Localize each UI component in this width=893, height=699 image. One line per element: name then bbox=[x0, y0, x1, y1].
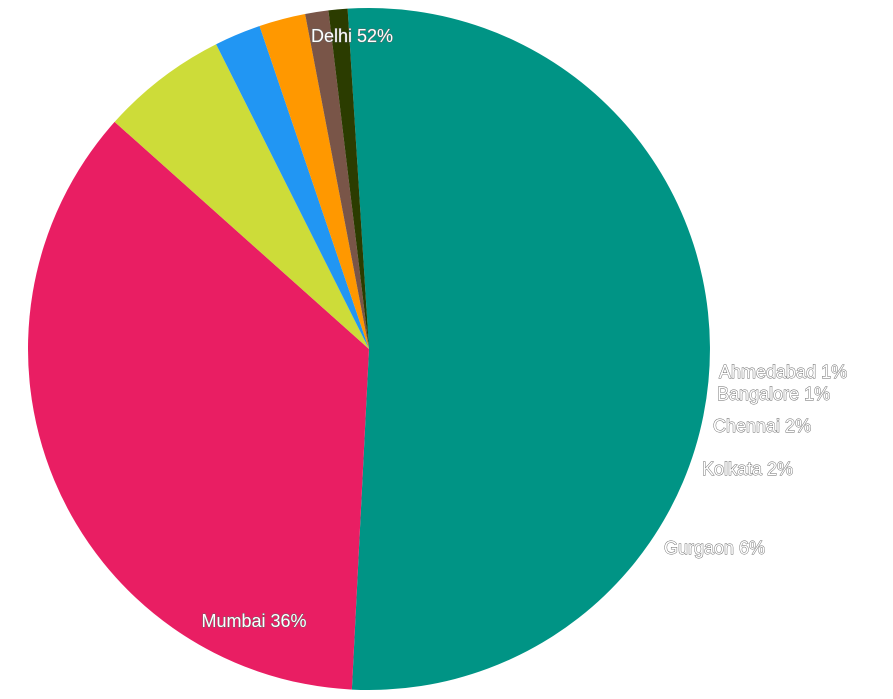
pie-slice-ahmedabad bbox=[328, 8, 369, 349]
pie-slice-kolkata bbox=[216, 26, 369, 349]
slice-label-delhi: Delhi 52% bbox=[311, 26, 393, 46]
pie-labels: Delhi 52% Mumbai 36% Gurgaon 6% Kolkata … bbox=[201, 26, 848, 632]
slice-label-bangalore: Bangalore 1% bbox=[717, 384, 830, 404]
slice-label-ahmedabad: Ahmedabad 1% bbox=[719, 362, 847, 382]
pie-slice-bangalore bbox=[305, 10, 369, 350]
slice-label-gurgaon: Gurgaon 6% bbox=[664, 538, 765, 558]
pie-slice-chennai bbox=[259, 14, 369, 349]
slice-label-kolkata: Kolkata 2% bbox=[702, 459, 793, 479]
pie-slice-delhi bbox=[347, 7, 710, 690]
pie-slice-gurgaon bbox=[114, 44, 369, 349]
slice-label-mumbai: Mumbai 36% bbox=[201, 611, 306, 631]
pie-slice-mumbai bbox=[27, 121, 369, 690]
pie-slices bbox=[27, 7, 710, 690]
slice-label-chennai: Chennai 2% bbox=[713, 416, 811, 436]
